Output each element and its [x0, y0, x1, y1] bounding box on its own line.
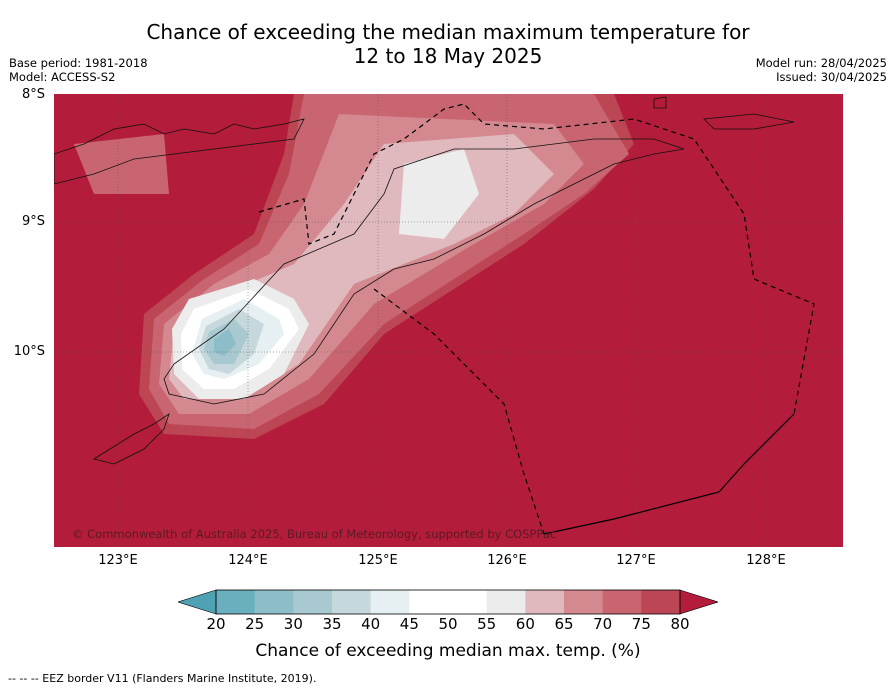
title-line-1: Chance of exceeding the median maximum t… — [146, 20, 750, 44]
issued-date: Issued: 30/04/2025 — [776, 70, 887, 84]
lat-label-8s: 8°S — [21, 87, 45, 102]
colorbar-cell — [409, 590, 449, 614]
lon-label-123e: 123°E — [98, 553, 138, 568]
meta-left: Base period: 1981-2018 Model: ACCESS-S2 — [9, 56, 148, 84]
colorbar-tick: 20 — [206, 615, 226, 633]
probability-contours — [74, 94, 634, 439]
colorbar — [178, 589, 718, 615]
model-name: Model: ACCESS-S2 — [9, 70, 116, 84]
colorbar-low-extension — [178, 589, 217, 615]
colorbar-cell — [216, 590, 256, 614]
colorbar-cell — [602, 590, 642, 614]
lon-label-128e: 128°E — [746, 553, 786, 568]
coastlines — [54, 96, 795, 465]
colorbar-cell — [641, 590, 681, 614]
forecast-map[interactable] — [54, 94, 843, 547]
colorbar-tick: 45 — [399, 615, 419, 633]
colorbar-cells — [216, 590, 681, 614]
lon-label-125e: 125°E — [358, 553, 398, 568]
colorbar-tick: 80 — [670, 615, 690, 633]
colorbar-cell — [254, 590, 294, 614]
colorbar-cell — [448, 590, 488, 614]
colorbar-tick: 35 — [322, 615, 342, 633]
map-title: Chance of exceeding the median maximum t… — [0, 20, 896, 68]
colorbar-label: Chance of exceeding median max. temp. (%… — [255, 641, 641, 661]
lon-label-127e: 127°E — [616, 553, 656, 568]
colorbar-tick: 60 — [515, 615, 535, 633]
colorbar-cell — [486, 590, 526, 614]
colorbar-high-extension — [679, 589, 718, 615]
lat-label-9s: 9°S — [21, 214, 45, 229]
colorbar-cell — [564, 590, 604, 614]
colorbar-cell — [293, 590, 333, 614]
colorbar-tick: 30 — [283, 615, 303, 633]
model-run: Model run: 28/04/2025 — [755, 56, 887, 70]
colorbar-cell — [332, 590, 372, 614]
copyright-note: © Commonwealth of Australia 2025, Bureau… — [72, 527, 557, 541]
colorbar-tick: 70 — [593, 615, 613, 633]
colorbar-cell — [370, 590, 410, 614]
base-period: Base period: 1981-2018 — [9, 56, 148, 70]
colorbar-tick: 75 — [631, 615, 651, 633]
colorbar-tick: 50 — [438, 615, 458, 633]
lat-label-10s: 10°S — [13, 344, 45, 359]
colorbar-tick: 25 — [245, 615, 265, 633]
lon-label-124e: 124°E — [228, 553, 268, 568]
colorbar-tick: 40 — [361, 615, 381, 633]
colorbar-cell — [525, 590, 565, 614]
lon-label-126e: 126°E — [487, 553, 527, 568]
colorbar-tick: 55 — [477, 615, 497, 633]
eez-borders — [258, 103, 815, 535]
eez-footnote: -- -- -- EEZ border V11 (Flanders Marine… — [8, 672, 317, 685]
international-border — [543, 413, 795, 535]
graticule — [54, 94, 843, 547]
meta-right: Model run: 28/04/2025 Issued: 30/04/2025 — [756, 56, 887, 84]
title-line-2: 12 to 18 May 2025 — [353, 44, 543, 68]
colorbar-tick: 65 — [554, 615, 574, 633]
colorbar-frame — [215, 589, 681, 615]
